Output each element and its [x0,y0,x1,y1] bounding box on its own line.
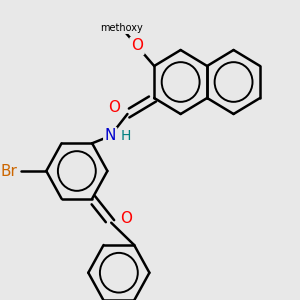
Text: O: O [108,100,120,116]
Text: N: N [105,128,116,143]
Text: Br: Br [1,164,18,178]
Text: methoxy: methoxy [100,23,143,33]
Text: O: O [131,38,143,53]
Text: H: H [120,129,131,143]
Text: O: O [121,211,133,226]
Text: O: O [131,38,143,53]
